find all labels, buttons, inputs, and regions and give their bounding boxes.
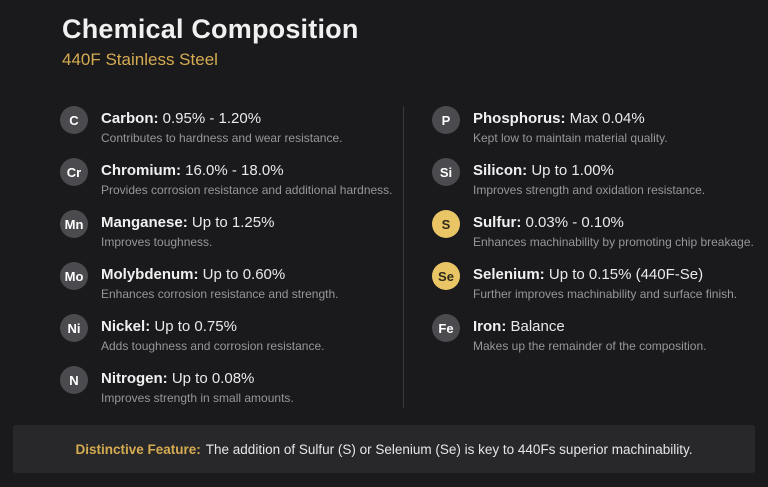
element-name: Sulfur: (473, 214, 522, 231)
element-name: Selenium: (473, 266, 545, 283)
element-name: Carbon: (101, 110, 159, 127)
element-title-line: Nitrogen: Up to 0.08% (101, 370, 294, 388)
element-name: Molybdenum: (101, 266, 199, 283)
element-description: Improves strength and oxidation resistan… (473, 183, 706, 197)
element-text-block: Molybdenum: Up to 0.60% Enhances corrosi… (101, 262, 338, 302)
element-item: Se Selenium: Up to 0.15% (440F-Se) Furth… (432, 262, 768, 302)
element-title-line: Chromium: 16.0% - 18.0% (101, 162, 393, 180)
element-text-block: Nickel: Up to 0.75% Adds toughness and c… (101, 314, 324, 354)
element-title-line: Nickel: Up to 0.75% (101, 318, 324, 336)
element-name: Nitrogen: (101, 370, 168, 387)
element-name: Chromium: (101, 162, 181, 179)
element-symbol: C (69, 112, 79, 128)
element-item: S Sulfur: 0.03% - 0.10% Enhances machina… (432, 210, 768, 250)
element-description: Contributes to hardness and wear resista… (101, 131, 343, 145)
element-description: Adds toughness and corrosion resistance. (101, 339, 325, 353)
element-name: Iron: (473, 318, 507, 335)
element-item: Si Silicon: Up to 1.00% Improves strengt… (432, 158, 768, 198)
element-symbol-badge: Fe (432, 314, 460, 342)
element-item: Mn Manganese: Up to 1.25% Improves tough… (60, 210, 403, 250)
element-value: 16.0% - 18.0% (185, 162, 284, 179)
element-title-line: Carbon: 0.95% - 1.20% (101, 110, 342, 128)
element-text-block: Carbon: 0.95% - 1.20% Contributes to har… (101, 106, 342, 146)
element-description: Makes up the remainder of the compositio… (473, 339, 707, 353)
page-title: Chemical Composition (62, 14, 359, 44)
element-symbol: Fe (438, 320, 454, 336)
element-text-block: Manganese: Up to 1.25% Improves toughnes… (101, 210, 274, 250)
element-value: Max 0.04% (569, 110, 645, 127)
element-item: Fe Iron: Balance Makes up the remainder … (432, 314, 768, 354)
element-symbol: S (441, 216, 451, 232)
element-symbol: P (441, 112, 451, 128)
composition-columns: C Carbon: 0.95% - 1.20% Contributes to h… (0, 106, 768, 408)
element-title-line: Sulfur: 0.03% - 0.10% (473, 214, 754, 232)
element-symbol: N (69, 372, 79, 388)
column-divider (403, 106, 404, 408)
element-description: Enhances corrosion resistance and streng… (101, 287, 339, 301)
element-description: Kept low to maintain material quality. (473, 131, 668, 145)
header: Chemical Composition 440F Stainless Stee… (0, 0, 768, 70)
distinctive-feature-label: Distinctive Feature: (75, 441, 201, 457)
distinctive-feature-text: The addition of Sulfur (S) or Selenium (… (205, 441, 693, 457)
element-symbol-badge: C (60, 106, 88, 134)
element-item: P Phosphorus: Max 0.04% Kept low to main… (432, 106, 768, 146)
distinctive-feature-banner: Distinctive Feature: The addition of Sul… (13, 425, 755, 473)
element-text-block: Iron: Balance Makes up the remainder of … (473, 314, 706, 354)
element-value: Up to 0.15% (440F-Se) (548, 266, 704, 283)
element-symbol-badge: Mn (60, 210, 88, 238)
element-title-line: Phosphorus: Max 0.04% (473, 110, 668, 128)
element-symbol-badge: P (432, 106, 460, 134)
element-text-block: Chromium: 16.0% - 18.0% Provides corrosi… (101, 158, 393, 198)
element-symbol-badge: Mo (60, 262, 88, 290)
element-description: Improves strength in small amounts. (101, 391, 294, 405)
element-symbol: Se (438, 268, 454, 284)
element-name: Manganese: (101, 214, 188, 231)
element-symbol: Cr (66, 164, 82, 180)
element-title-line: Silicon: Up to 1.00% (473, 162, 705, 180)
element-value: Up to 0.08% (171, 370, 255, 387)
element-name: Nickel: (101, 318, 151, 335)
element-text-block: Nitrogen: Up to 0.08% Improves strength … (101, 366, 294, 406)
element-title-line: Molybdenum: Up to 0.60% (101, 266, 338, 284)
element-name: Silicon: (473, 162, 528, 179)
page-subtitle: 440F Stainless Steel (62, 50, 218, 69)
element-text-block: Silicon: Up to 1.00% Improves strength a… (473, 158, 705, 198)
element-text-block: Phosphorus: Max 0.04% Kept low to mainta… (473, 106, 668, 146)
element-item: C Carbon: 0.95% - 1.20% Contributes to h… (60, 106, 403, 146)
element-value: Up to 1.25% (191, 214, 275, 231)
element-description: Enhances machinability by promoting chip… (473, 235, 754, 249)
element-item: N Nitrogen: Up to 0.08% Improves strengt… (60, 366, 403, 406)
element-text-block: Selenium: Up to 0.15% (440F-Se) Further … (473, 262, 737, 302)
element-description: Improves toughness. (101, 235, 213, 249)
element-symbol-badge: Ni (60, 314, 88, 342)
element-symbol: Si (439, 164, 453, 180)
element-text-block: Sulfur: 0.03% - 0.10% Enhances machinabi… (473, 210, 754, 250)
element-value: Up to 0.75% (154, 318, 237, 335)
element-value: 0.03% - 0.10% (525, 214, 624, 231)
element-description: Further improves machinability and surfa… (473, 287, 738, 301)
element-symbol-badge: Cr (60, 158, 88, 186)
element-symbol: Ni (67, 320, 81, 336)
element-description: Provides corrosion resistance and additi… (101, 183, 393, 197)
element-title-line: Selenium: Up to 0.15% (440F-Se) (473, 266, 737, 284)
element-value: Up to 0.60% (202, 266, 286, 283)
element-item: Mo Molybdenum: Up to 0.60% Enhances corr… (60, 262, 403, 302)
right-column: P Phosphorus: Max 0.04% Kept low to main… (404, 106, 768, 408)
element-symbol-badge: Si (432, 158, 460, 186)
element-title-line: Iron: Balance (473, 318, 706, 336)
element-symbol: Mn (64, 216, 84, 232)
left-column: C Carbon: 0.95% - 1.20% Contributes to h… (60, 106, 403, 408)
element-symbol-badge: Se (432, 262, 460, 290)
element-value: 0.95% - 1.20% (162, 110, 262, 127)
element-item: Ni Nickel: Up to 0.75% Adds toughness an… (60, 314, 403, 354)
element-title-line: Manganese: Up to 1.25% (101, 214, 274, 232)
element-name: Phosphorus: (473, 110, 566, 127)
element-symbol-badge: N (60, 366, 88, 394)
element-value: Balance (510, 318, 565, 335)
element-item: Cr Chromium: 16.0% - 18.0% Provides corr… (60, 158, 403, 198)
element-value: Up to 1.00% (531, 162, 614, 179)
element-symbol: Mo (64, 268, 84, 284)
element-symbol-badge: S (432, 210, 460, 238)
